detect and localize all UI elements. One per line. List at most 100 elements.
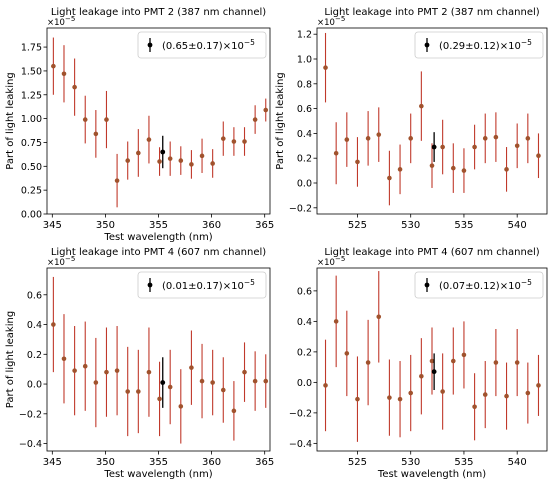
y-multiplier-exponent: −5 xyxy=(65,255,75,263)
panel-pmt4-green: Light leakage into PMT 4 (607 nm channel… xyxy=(289,247,548,479)
data-point xyxy=(167,384,173,390)
y-tick-label: 0.6 xyxy=(297,104,312,115)
chart-title: Light leakage into PMT 4 (607 nm channel… xyxy=(324,247,539,258)
data-point xyxy=(504,167,509,172)
legend-text: (0.01±0.17)×10−5 xyxy=(162,278,255,292)
data-point xyxy=(493,360,499,365)
legend-box xyxy=(137,271,267,299)
y-tick-label: 1.00 xyxy=(21,114,42,125)
panel-pmt2-uv: Light leakage into PMT 2 (387 nm channel… xyxy=(5,7,274,243)
y-tick-label: 0.2 xyxy=(27,350,42,361)
legend-exponent: −5 xyxy=(521,278,532,287)
y-axis-label: Part of light leaking xyxy=(275,72,286,169)
legend-box xyxy=(414,271,544,299)
data-point xyxy=(461,352,467,358)
x-tick-label: 345 xyxy=(43,457,62,468)
data-point xyxy=(408,390,414,396)
data-point xyxy=(440,144,445,150)
x-tick-label: 540 xyxy=(508,457,527,468)
data-point xyxy=(93,380,99,385)
x-tick-label: 525 xyxy=(348,457,367,468)
y-tick-label: 0.0 xyxy=(297,378,312,389)
chart-title: Light leakage into PMT 2 (387 nm channel… xyxy=(51,7,266,18)
data-point xyxy=(178,404,184,409)
y-axis-label: Part of light leaking xyxy=(5,311,16,408)
x-tick-label: 530 xyxy=(401,220,420,231)
y-multiplier-base: ×10 xyxy=(47,18,65,28)
legend-exponent: −5 xyxy=(244,38,255,47)
data-point xyxy=(397,396,403,402)
x-tick-label: 360 xyxy=(202,220,221,231)
x-tick-label: 350 xyxy=(96,457,115,468)
data-point xyxy=(146,137,152,142)
legend-text: (0.29±0.12)×10−5 xyxy=(439,38,532,52)
y-multiplier-exponent: −5 xyxy=(335,15,345,23)
data-point xyxy=(72,84,77,90)
y-tick-label: 0.50 xyxy=(21,162,42,173)
x-tick-label: 540 xyxy=(508,220,527,231)
legend-text: (0.07±0.12)×10−5 xyxy=(439,278,532,292)
y-tick-label: −0.2 xyxy=(289,408,312,419)
y-tick-label: 1.2 xyxy=(297,30,312,41)
data-point xyxy=(242,369,247,375)
data-point xyxy=(536,383,541,388)
highlight-point xyxy=(160,380,166,385)
data-point xyxy=(82,117,88,122)
x-tick-label: 535 xyxy=(454,220,473,231)
legend-value: (0.65±0.17)×10 xyxy=(162,41,244,52)
data-point xyxy=(210,380,215,385)
legend-exponent: −5 xyxy=(244,278,255,287)
y-multiplier: ×10−5 xyxy=(317,15,345,28)
data-point xyxy=(93,131,99,137)
y-tick-label: 0.8 xyxy=(297,79,312,90)
x-axis-label: Test wavelength (nm) xyxy=(377,469,486,479)
data-point xyxy=(72,368,77,373)
x-axis-label: Test wavelength (nm) xyxy=(103,232,212,243)
data-point xyxy=(136,150,141,156)
y-tick-label: 1.50 xyxy=(21,66,42,77)
data-point xyxy=(333,319,339,324)
y-tick-label: −0.2 xyxy=(19,409,42,420)
y-multiplier-base: ×10 xyxy=(47,258,65,268)
data-point xyxy=(125,158,131,163)
highlight-point xyxy=(160,149,166,155)
data-point xyxy=(252,117,258,122)
data-point xyxy=(536,153,541,159)
data-point xyxy=(104,369,109,375)
y-multiplier-base: ×10 xyxy=(317,258,335,268)
y-tick-label: 0.75 xyxy=(21,138,42,149)
y-axis-label: Part of light leaking xyxy=(5,72,16,169)
x-tick-label: 365 xyxy=(255,220,274,231)
data-point xyxy=(104,117,109,122)
x-tick-label: 355 xyxy=(149,457,168,468)
data-point xyxy=(429,163,435,168)
x-tick-label: 535 xyxy=(454,457,473,468)
data-point xyxy=(136,389,141,394)
data-point xyxy=(387,175,392,181)
data-point xyxy=(461,168,467,173)
data-point xyxy=(263,107,269,113)
legend-exponent: −5 xyxy=(521,38,532,47)
x-axis-label: Test wavelength (nm) xyxy=(103,469,212,479)
y-tick-label: 0.6 xyxy=(27,290,42,301)
legend-marker xyxy=(424,282,430,288)
data-point xyxy=(231,408,237,414)
data-point xyxy=(472,144,477,150)
x-tick-label: 525 xyxy=(348,220,367,231)
legend-value: (0.01±0.17)×10 xyxy=(162,281,244,292)
y-multiplier-exponent: −5 xyxy=(335,255,345,263)
data-point xyxy=(82,363,88,369)
data-point xyxy=(344,137,350,142)
data-point xyxy=(157,159,162,164)
data-point xyxy=(472,404,477,410)
highlight-point xyxy=(431,144,437,150)
data-point xyxy=(51,322,56,327)
data-point xyxy=(440,389,445,394)
data-point xyxy=(323,65,328,70)
data-point xyxy=(376,132,382,137)
panel-pmt4-uv: Light leakage into PMT 4 (607 nm channel… xyxy=(5,247,274,479)
y-tick-label: 0.2 xyxy=(297,347,312,358)
y-tick-label: −0.4 xyxy=(289,439,312,450)
data-point xyxy=(210,161,215,166)
